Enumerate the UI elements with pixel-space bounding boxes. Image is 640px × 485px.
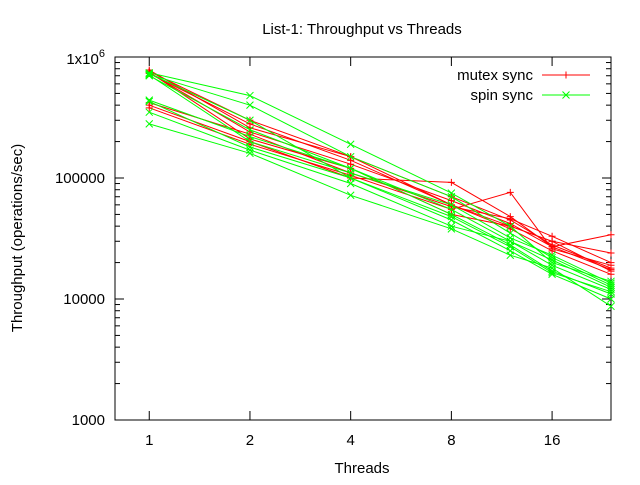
spin-sync-line [149,72,612,282]
mutex-sync-line [149,104,612,248]
mutex-sync-point [607,249,615,257]
y-tick-label: 100000 [55,170,105,187]
chart-title: List-1: Throughput vs Threads [262,21,462,38]
spin-sync-point [246,125,254,134]
spin-sync-point [447,224,456,233]
legend: mutex sync spin sync [457,67,590,104]
spin-sync-point [607,279,615,288]
spin-sync-point [607,302,615,311]
y-axis-label: Throughput (operations/sec) [9,144,26,332]
spin-sync-point [145,71,154,79]
spin-sync-point [506,222,515,231]
x-tick-label: 1 [145,432,153,449]
x-axis-label: Threads [334,460,389,477]
x-tick-label: 16 [544,432,561,449]
x-tick-label: 8 [447,432,455,449]
legend-label-spin-sync: spin sync [470,87,533,104]
spin-sync-point [506,234,515,242]
spin-sync-point [447,200,456,209]
mutex-sync-point [607,231,615,239]
legend-marker-spin-sync [562,91,570,99]
mutex-sync-point [607,261,615,269]
spin-sync-point [246,101,254,110]
x-tick-label: 2 [246,432,254,449]
mutex-sync-point [548,237,556,245]
mutex-sync-point [145,101,153,109]
legend-label-mutex-sync: mutex sync [457,67,533,84]
mutex-sync-line [148,69,612,269]
spin-sync-point [447,210,456,219]
spin-sync-point [447,192,456,201]
spin-sync-point [548,251,556,260]
spin-sync-point [145,97,154,106]
spin-sync-point [246,91,254,100]
spin-sync-point [506,242,515,251]
spin-sync-point [145,108,154,117]
spin-sync-line [148,100,612,300]
mutex-sync-point [347,156,355,164]
spin-sync-point [246,137,254,146]
spin-sync-point [145,120,154,128]
y-tick-label: 1x106 [66,48,105,68]
spin-sync-point [346,174,355,182]
spin-sync-point [346,191,355,200]
mutex-sync-line [148,71,612,254]
spin-sync-line [149,111,612,288]
spin-sync-point [346,140,355,149]
axes-layer: 1000 10000 100000 1x106 1 2 4 8 16 [55,48,612,449]
spin-sync-point [506,251,515,260]
spin-sync-line [149,123,612,307]
spin-sync-point [548,253,556,262]
spin-sync-point [548,270,556,279]
y-tick-label: 10000 [63,291,105,308]
plot-frame [114,56,612,421]
spin-sync-point [246,149,254,158]
spin-sync-point [607,295,615,303]
mutex-sync-point [607,270,615,278]
spin-sync-point [145,71,154,80]
series-spin-sync [145,68,615,311]
spin-sync-point [145,69,154,78]
mutex-sync-point [506,188,514,196]
mutex-sync-line [148,73,612,275]
series-layer [145,66,615,311]
x-tick-label: 4 [346,432,354,449]
y-tick-label: 1000 [72,412,105,429]
spin-sync-point [246,116,254,125]
mutex-sync-point [246,120,254,128]
spin-sync-point [447,212,456,221]
mutex-sync-point [447,178,455,186]
spin-sync-point [346,152,355,161]
series-mutex-sync [145,66,615,278]
spin-sync-point [548,268,556,277]
spin-sync-point [346,179,355,188]
legend-marker-mutex-sync [562,71,570,79]
mutex-sync-point [506,213,514,221]
mutex-sync-line [149,107,612,266]
spin-sync-point [607,287,615,296]
